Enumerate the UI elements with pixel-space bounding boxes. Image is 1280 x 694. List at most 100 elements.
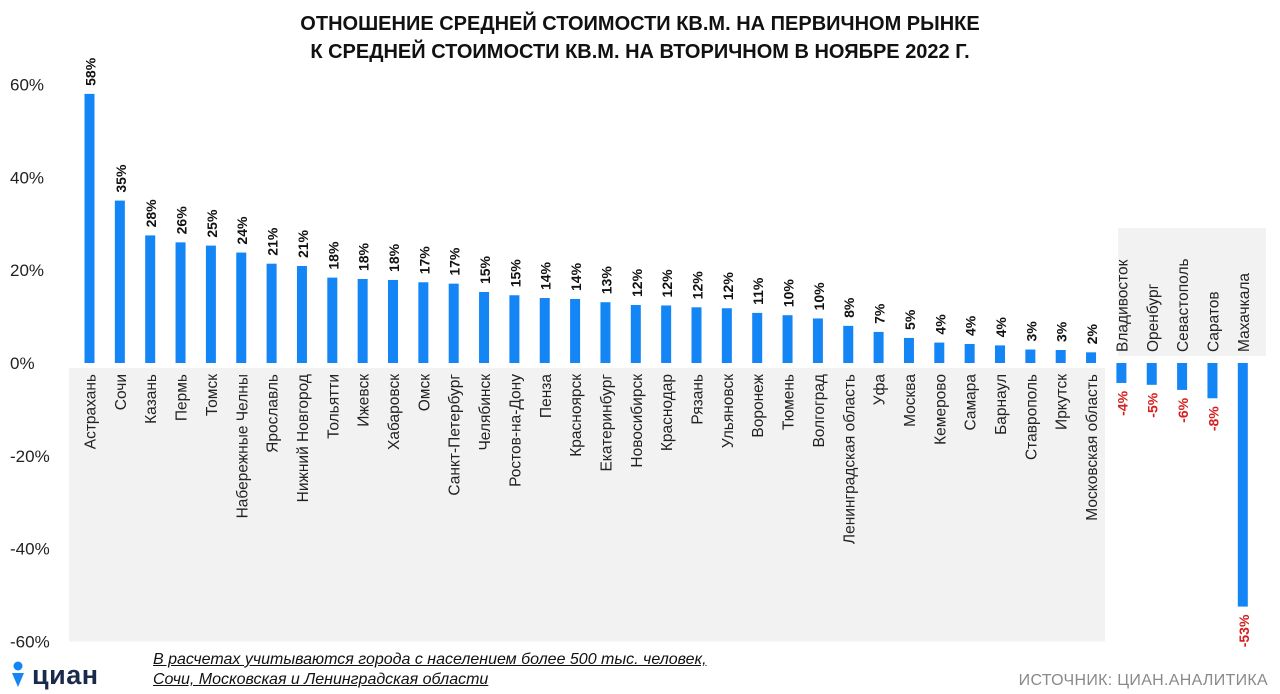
data-label: 17% [416, 246, 432, 275]
y-tick-label: -60% [10, 632, 50, 651]
category-labels: Астрахань Сочи Казань Пермь Томск Набережные … [83, 258, 1253, 544]
data-label: 12% [690, 271, 706, 300]
bar [84, 93, 95, 363]
data-label: 7% [872, 303, 888, 324]
cian-logo: циан [6, 660, 99, 690]
category-label: Иркутск [1054, 374, 1071, 430]
data-label: 4% [993, 317, 1009, 338]
bar [114, 200, 125, 363]
data-labels: 58% 35% 28% 26% 25% 24% 21% 21% 18% 18% 18% 17% 17% 1… [83, 57, 1252, 647]
bar [782, 315, 793, 363]
data-label: 3% [1054, 321, 1070, 342]
y-tick-label: 40% [10, 168, 44, 187]
category-panels [69, 228, 1266, 642]
data-label: 5% [902, 309, 918, 330]
bar [266, 263, 277, 363]
category-label: Тюмень [781, 374, 798, 430]
bar [1055, 350, 1066, 363]
bar [964, 343, 975, 363]
bar [570, 298, 581, 363]
bar [1086, 352, 1097, 363]
bar [1237, 363, 1248, 607]
y-tick-label: -20% [10, 447, 50, 466]
category-label: Барнаул [993, 374, 1010, 435]
data-label: 18% [356, 242, 372, 271]
bar [448, 283, 459, 363]
data-label: 4% [963, 315, 979, 336]
category-label: Краснодар [659, 374, 676, 451]
bar [1177, 363, 1188, 390]
category-label: Астрахань [83, 374, 100, 449]
data-label: 13% [598, 266, 614, 295]
category-label: Пенза [538, 374, 555, 418]
category-label: Самара [963, 374, 980, 431]
negative-category-panel [1118, 228, 1266, 356]
bar [1025, 349, 1036, 363]
category-label: Пермь [174, 374, 191, 421]
y-tick-label: 0% [10, 354, 35, 373]
data-label: 25% [204, 209, 220, 238]
data-label: 24% [234, 216, 250, 245]
person-pin-icon [12, 661, 24, 687]
bar [1146, 363, 1157, 385]
data-label: -6% [1175, 397, 1191, 422]
y-tick-label: 20% [10, 261, 44, 280]
category-label: Санкт-Петербург [447, 374, 464, 496]
footnote-line-1: В расчетах учитываются города с населени… [153, 651, 707, 668]
category-label: Ленинградская область [841, 374, 858, 544]
footnote: В расчетах учитываются города с населени… [153, 650, 707, 690]
data-label: 10% [781, 279, 797, 308]
category-label: Ижевск [356, 374, 373, 427]
bar [327, 277, 338, 363]
data-label: 18% [325, 241, 341, 270]
data-label: 12% [659, 269, 675, 298]
bar [1116, 363, 1127, 383]
data-label: 15% [507, 259, 523, 288]
chart-title-line-1: ОТНОШЕНИЕ СРЕДНЕЙ СТОИМОСТИ КВ.М. НА ПЕР… [300, 13, 980, 35]
data-label: 14% [538, 261, 554, 290]
category-label: Красноярск [568, 374, 585, 457]
category-label: Ставрополь [1023, 374, 1040, 460]
bar [873, 331, 884, 363]
bar [721, 308, 732, 363]
data-label: 21% [265, 227, 281, 256]
category-label: Ростов-на-Дону [507, 374, 524, 487]
data-label: 12% [629, 268, 645, 297]
bar [752, 312, 763, 363]
category-label: Казань [143, 374, 160, 424]
bar [812, 318, 823, 363]
bar [479, 292, 490, 363]
data-label: -8% [1205, 406, 1221, 431]
data-label: -53% [1236, 614, 1252, 647]
source-text: ИСТОЧНИК: ЦИАН.АНАЛИТИКА [1018, 672, 1268, 689]
category-label: Тольятти [325, 374, 342, 439]
bar [296, 266, 307, 363]
category-label: Нижний Новгород [295, 374, 312, 502]
category-label: Челябинск [477, 374, 494, 451]
category-label: Саратов [1205, 291, 1222, 352]
category-label: Воронеж [750, 373, 767, 437]
data-label: 26% [174, 206, 190, 235]
data-label: 28% [143, 199, 159, 228]
footnote-line-2: Сочи, Московская и Ленинградская области [153, 671, 489, 688]
bar [691, 307, 702, 363]
category-label: Московская область [1084, 374, 1101, 521]
data-label: 4% [932, 314, 948, 335]
category-label: Хабаровск [386, 374, 403, 450]
bars [84, 93, 1248, 607]
data-label: -5% [1145, 392, 1161, 417]
data-label: 14% [568, 262, 584, 291]
bar [600, 302, 611, 363]
y-axis: 60% 40% 20% 0% -20% -40% -60% [10, 76, 50, 652]
data-label: 17% [447, 247, 463, 276]
category-label: Екатеринбург [598, 374, 615, 472]
category-label: Ульяновск [720, 374, 737, 448]
bar [236, 252, 247, 363]
chart-title-line-2: К СРЕДНЕЙ СТОИМОСТИ КВ.М. НА ВТОРИЧНОМ В… [310, 41, 970, 63]
data-label: 8% [841, 297, 857, 318]
data-label: 58% [83, 57, 99, 86]
y-tick-label: -40% [10, 540, 50, 559]
bar [205, 245, 216, 363]
bar [509, 295, 520, 363]
data-label: 15% [477, 255, 493, 284]
